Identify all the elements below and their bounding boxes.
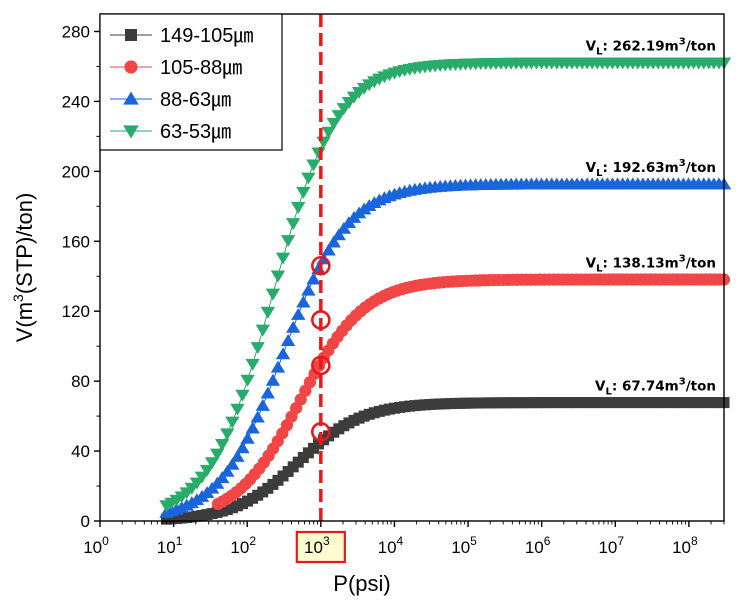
y-tick-label: 240 [62, 92, 90, 111]
data-point [270, 360, 286, 373]
annotations: VL: 67.74m3/ton VL: 138.13m3/ton VL: 192.6… [586, 37, 716, 398]
legend-item-0: 149-105㎛ [110, 25, 253, 47]
legend-marker [125, 29, 137, 41]
data-point [240, 374, 255, 387]
y-tick-label: 0 [81, 512, 90, 531]
legend-label: 149-105㎛ [160, 25, 253, 47]
data-point [270, 270, 286, 283]
data-point [225, 457, 240, 470]
data-point [260, 386, 276, 399]
vl-annotation: VL: 67.74m3/ton [595, 377, 716, 398]
data-point [220, 428, 235, 441]
data-point [199, 464, 215, 477]
x-tick-label: 100 [83, 534, 109, 557]
data-point [286, 218, 301, 231]
data-point [240, 431, 255, 444]
data-point [331, 228, 346, 241]
axes: 0 40 80 120 160 200 240 280 100 101 102 103 104 105 10… [10, 13, 725, 596]
data-point [280, 235, 296, 248]
highlight-circle [311, 422, 331, 442]
data-point [255, 398, 270, 411]
data-point [286, 320, 301, 333]
data-point [301, 172, 316, 185]
data-point [250, 410, 265, 423]
data-point [250, 342, 265, 354]
data-point [275, 347, 291, 360]
series-3 [159, 57, 732, 513]
legend-label: 88-63㎛ [160, 89, 231, 111]
plot-area [100, 14, 732, 525]
data-point [209, 448, 225, 461]
data-point [275, 252, 291, 265]
x-tick-label: 104 [378, 534, 404, 557]
legend: 149-105㎛ 105-88㎛ 88-63㎛ 63-53㎛ [99, 13, 283, 151]
legend-label: 63-53㎛ [160, 121, 231, 143]
vl-annotation: VL: 192.63m3/ton [586, 158, 716, 179]
data-point [265, 373, 281, 386]
data-point [204, 457, 220, 470]
data-point [296, 295, 311, 308]
highlight-circle [311, 255, 331, 276]
data-point [321, 243, 336, 256]
y-tick-label: 40 [71, 442, 90, 461]
data-point [265, 288, 281, 301]
series-0 [160, 397, 730, 525]
data-point [255, 324, 270, 337]
data-point [306, 272, 321, 285]
plot-frame [99, 13, 725, 522]
y-axis-title: V(m3(STP)/ton) [10, 193, 37, 343]
data-point [331, 110, 346, 123]
series-1 [211, 273, 731, 511]
legend-marker [124, 60, 138, 74]
data-point [326, 235, 341, 248]
y-tick-label: 280 [62, 22, 90, 41]
legend-item-1: 105-88㎛ [110, 57, 242, 79]
y-tick-label: 80 [71, 372, 90, 391]
data-point [245, 421, 260, 434]
data-point [230, 449, 245, 462]
x-tick-label: 102 [230, 534, 256, 557]
data-point [291, 307, 306, 320]
highlight-circle [311, 355, 331, 376]
data-point [194, 471, 210, 484]
x-tick-label: 103 [304, 534, 330, 557]
vl-annotation: VL: 262.19m3/ton [586, 37, 716, 58]
data-point [291, 202, 306, 214]
x-tick-label: 106 [525, 534, 551, 557]
y-tick-label: 120 [62, 302, 90, 321]
highlight-circle [311, 310, 331, 330]
legend-marker [123, 125, 139, 139]
data-point [326, 117, 341, 130]
legend-item-2: 88-63㎛ [110, 89, 231, 111]
data-point [260, 306, 276, 319]
legend-label: 105-88㎛ [160, 57, 242, 79]
data-point [321, 126, 336, 139]
x-tick-label: 101 [157, 534, 183, 557]
x-tick-label: 107 [598, 534, 624, 557]
legend-item-3: 63-53㎛ [110, 121, 231, 143]
data-point [235, 389, 250, 402]
data-point [215, 471, 230, 484]
data-point [306, 159, 321, 172]
data-point [296, 186, 311, 199]
series-2 [159, 177, 732, 518]
data-point [245, 358, 260, 371]
data-point [215, 439, 230, 451]
vl-annotation: VL: 138.13m3/ton [586, 254, 716, 275]
x-tick-label: 105 [451, 534, 477, 557]
highlight-tick-box [295, 530, 346, 564]
data-point [301, 283, 316, 296]
data-point [220, 464, 235, 477]
y-tick-label: 160 [62, 232, 90, 251]
y-tick-label: 200 [62, 162, 90, 181]
data-point [230, 403, 245, 416]
legend-marker [123, 91, 139, 105]
x-axis-title: P(psi) [333, 571, 390, 596]
data-point [235, 441, 250, 454]
data-point [280, 334, 296, 346]
data-point [225, 416, 240, 429]
x-tick-label: 108 [672, 534, 698, 557]
